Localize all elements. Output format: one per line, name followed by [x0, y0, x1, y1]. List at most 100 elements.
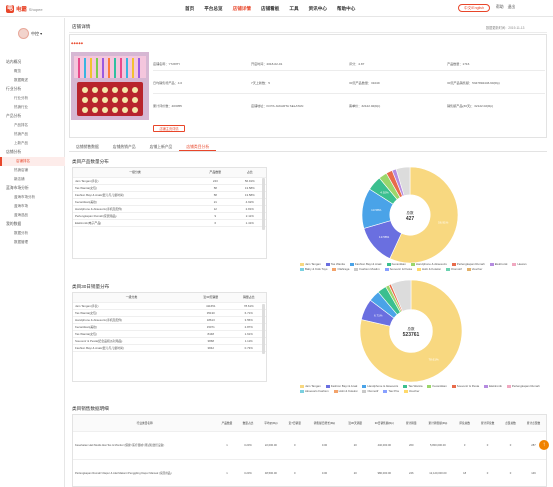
table-cell: 18 [454, 459, 476, 486]
column-header[interactable]: 评论总数 [454, 415, 476, 432]
legend-item[interactable]: Otomotif [445, 267, 462, 271]
nav-item[interactable]: 工具 [289, 6, 299, 11]
legend-item[interactable]: Baby & Kids Toys [300, 267, 327, 271]
sidebar-item[interactable]: 热销店铺 [14, 168, 28, 172]
column-header[interactable]: 累计销量 [400, 415, 422, 432]
legend-item[interactable]: Aksesoris Fashion [300, 389, 329, 393]
nav-item[interactable]: 帮助中心 [336, 6, 356, 11]
nav-item[interactable]: 首页 [185, 6, 195, 11]
column-header[interactable]: 一级分类 [73, 168, 198, 178]
sidebar-item[interactable]: 热销行业 [14, 105, 28, 109]
sidebar-group[interactable]: 站内概况 [6, 60, 22, 64]
language-switch[interactable]: 中文/English [458, 4, 490, 12]
donut-slice[interactable] [359, 279, 463, 383]
sidebar-item[interactable]: 热销产品 [14, 132, 28, 136]
legend-item[interactable]: Hewan [512, 262, 526, 266]
sidebar-item[interactable]: 蓝海市场分析 [14, 195, 35, 199]
column-header[interactable]: 累计评论数 [475, 415, 500, 432]
column-header[interactable]: 销量占比 [231, 293, 266, 303]
legend-item[interactable]: Tas Wanita [403, 384, 422, 388]
legend-item[interactable]: Fashion Bayi & Anak [325, 384, 357, 388]
sidebar-item[interactable]: 店铺排名 [0, 157, 65, 166]
legend-item[interactable]: Hobi & Koleksi [416, 267, 441, 271]
legend-item[interactable]: Handphone & Aksesoris [410, 262, 447, 266]
column-header[interactable]: 产品数量 [216, 415, 238, 432]
legend-item[interactable]: Elektronik [484, 384, 502, 388]
help-link[interactable]: 帮助 [496, 5, 504, 9]
column-header[interactable]: 30日销售额(Rp) [367, 415, 401, 432]
donut-slice[interactable] [395, 166, 411, 197]
column-header[interactable]: 近30天销量 [342, 415, 368, 432]
legend-item[interactable]: Voucher [466, 267, 482, 271]
sidebar-item[interactable]: 新店铺 [14, 177, 25, 181]
sidebar-item[interactable]: 蓝海选品 [14, 213, 28, 217]
tab[interactable]: 店铺上新产品 [149, 145, 173, 149]
column-header[interactable]: 累计销售额(Rp) [421, 415, 455, 432]
sidebar-group[interactable]: 产品分析 [6, 114, 22, 118]
legend-item[interactable]: Kecantikan [427, 384, 447, 388]
legend-item[interactable]: Perlengkapan Rumah [451, 262, 485, 266]
arrow-up-icon[interactable]: ↑ [539, 440, 549, 450]
nav-item[interactable]: 资讯中心 [308, 6, 327, 11]
category-sales-table-panel: 一级分类 近30天销量 销量占比 Jam Tangan(手表) 411651 78.61%… [72, 292, 267, 382]
sidebar-item[interactable]: 数据管理 [14, 240, 28, 244]
sidebar-group[interactable]: 行业分析 [6, 87, 22, 91]
column-header[interactable]: 累计点赞数 [521, 415, 546, 432]
legend-item[interactable]: Souvenir & Pesta [451, 384, 479, 388]
legend-item[interactable]: Fashion Bayi & Anak [349, 262, 382, 266]
user-menu[interactable]: 中控 ▾ [31, 31, 43, 36]
table-scrollbar[interactable] [262, 304, 265, 354]
column-header[interactable]: 行业类目名称 [73, 415, 217, 432]
sidebar-group[interactable]: 我的数据 [6, 222, 22, 226]
top-actions: 帮助 退出 [496, 5, 515, 10]
avatar[interactable] [18, 28, 29, 39]
sidebar-item[interactable]: 数据概述 [14, 78, 28, 82]
legend-item[interactable]: Olahraga [332, 267, 349, 271]
column-header[interactable]: 平均价(Rp) [258, 415, 284, 432]
column-header[interactable]: 一级分类 [73, 293, 190, 303]
legend-item[interactable]: Otomotif [362, 389, 378, 393]
legend-item[interactable]: Souvenir & Pesta [384, 267, 412, 271]
legend-item[interactable]: Jam Tangan [300, 384, 321, 388]
shop-homepage-button[interactable]: 店铺主页详情 [153, 125, 185, 132]
sidebar-group[interactable]: 蓝海市场分析 [6, 186, 29, 190]
donut-slice[interactable] [390, 279, 412, 312]
sidebar-item[interactable]: 上新产品 [14, 141, 28, 145]
sidebar-item[interactable]: 产品排名 [14, 123, 28, 127]
table-row: Perlengkapan Rumah(家居用品) 9 2.11% [73, 212, 266, 220]
sidebar-group[interactable]: 店铺分析 [6, 150, 22, 154]
column-header[interactable]: 产品数量 [197, 168, 234, 178]
legend-item[interactable]: Tas Pria [383, 389, 399, 393]
sidebar-item[interactable]: 概览 [14, 69, 21, 73]
legend-item[interactable]: Elektronik [489, 262, 507, 266]
legend-item[interactable]: Voucher [403, 389, 419, 393]
legend-item[interactable]: Jam Tangan [300, 262, 321, 266]
legend-item[interactable]: Kecantikan [386, 262, 406, 266]
legend-item[interactable]: Perlengkapan Rumah [506, 384, 540, 388]
sidebar-item[interactable]: 数据分析 [14, 231, 28, 235]
sidebar-item[interactable]: 蓝海市场 [14, 204, 28, 208]
legend-item[interactable]: Handphone & Aksesoris [362, 384, 398, 388]
table-row: Souvenir & Pesta(纪念品和派对用品) 3868 1.11% [73, 337, 266, 345]
column-header[interactable]: 点赞总数 [499, 415, 522, 432]
legend-item[interactable]: Tas Wanita [325, 262, 345, 266]
table-scrollbar[interactable] [262, 178, 265, 230]
brand-logo[interactable]: 电 电霸 Shopee [6, 4, 46, 14]
donut-slice[interactable] [389, 166, 459, 264]
tab[interactable]: 店铺热销产品 [112, 145, 136, 149]
legend-item[interactable]: Hobi & Koleksi [333, 389, 357, 393]
column-header[interactable]: 销售额日增长(Rp) [306, 415, 343, 432]
sidebar-item[interactable]: 行业分析 [14, 96, 28, 100]
column-header[interactable]: 近30天销量 [189, 293, 232, 303]
nav-item[interactable]: 店铺详情 [232, 6, 251, 11]
column-header[interactable]: 近7日销量 [283, 415, 307, 432]
legend-item[interactable]: Fashion Muslim [354, 267, 380, 271]
column-header[interactable]: 占比 [233, 168, 266, 178]
tab[interactable]: 店铺销售数据 [76, 145, 99, 149]
column-header[interactable]: 数量占比 [237, 415, 259, 432]
table-cell: 6 [197, 219, 234, 227]
nav-item[interactable]: 平台总览 [204, 6, 223, 11]
nav-item[interactable]: 店铺看板 [260, 6, 280, 11]
logout-link[interactable]: 退出 [507, 5, 516, 9]
tab[interactable]: 店铺类目分析 [179, 143, 217, 151]
